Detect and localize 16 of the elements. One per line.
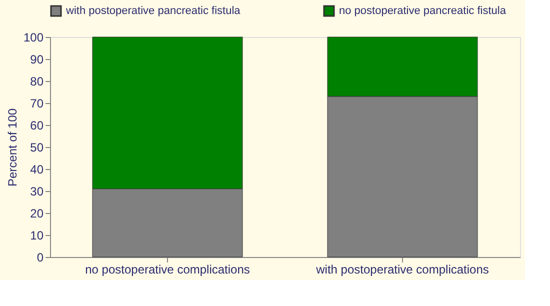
x-tick-label: no postoperative complications [85,262,250,276]
x-tick-label: with postoperative complications [315,262,489,276]
y-tick-label: 60 [30,118,44,132]
y-tick-label: 40 [30,162,44,176]
y-tick-label: 70 [30,96,44,110]
y-tick-label: 0 [36,250,44,264]
y-tick-label: 20 [30,206,44,220]
y-tick-label: 100 [23,30,44,44]
y-tick-label: 30 [30,184,44,198]
y-tick-label: 50 [30,140,44,154]
y-tick-label: 80 [30,74,44,88]
y-tick-label: 10 [30,228,44,242]
legend-label: no postoperative pancreatic fistula [339,5,507,17]
y-axis-title: Percent of 100 [5,108,20,187]
y-tick-label: 90 [30,52,44,66]
legend-label: with postoperative pancreatic fistula [65,5,242,17]
